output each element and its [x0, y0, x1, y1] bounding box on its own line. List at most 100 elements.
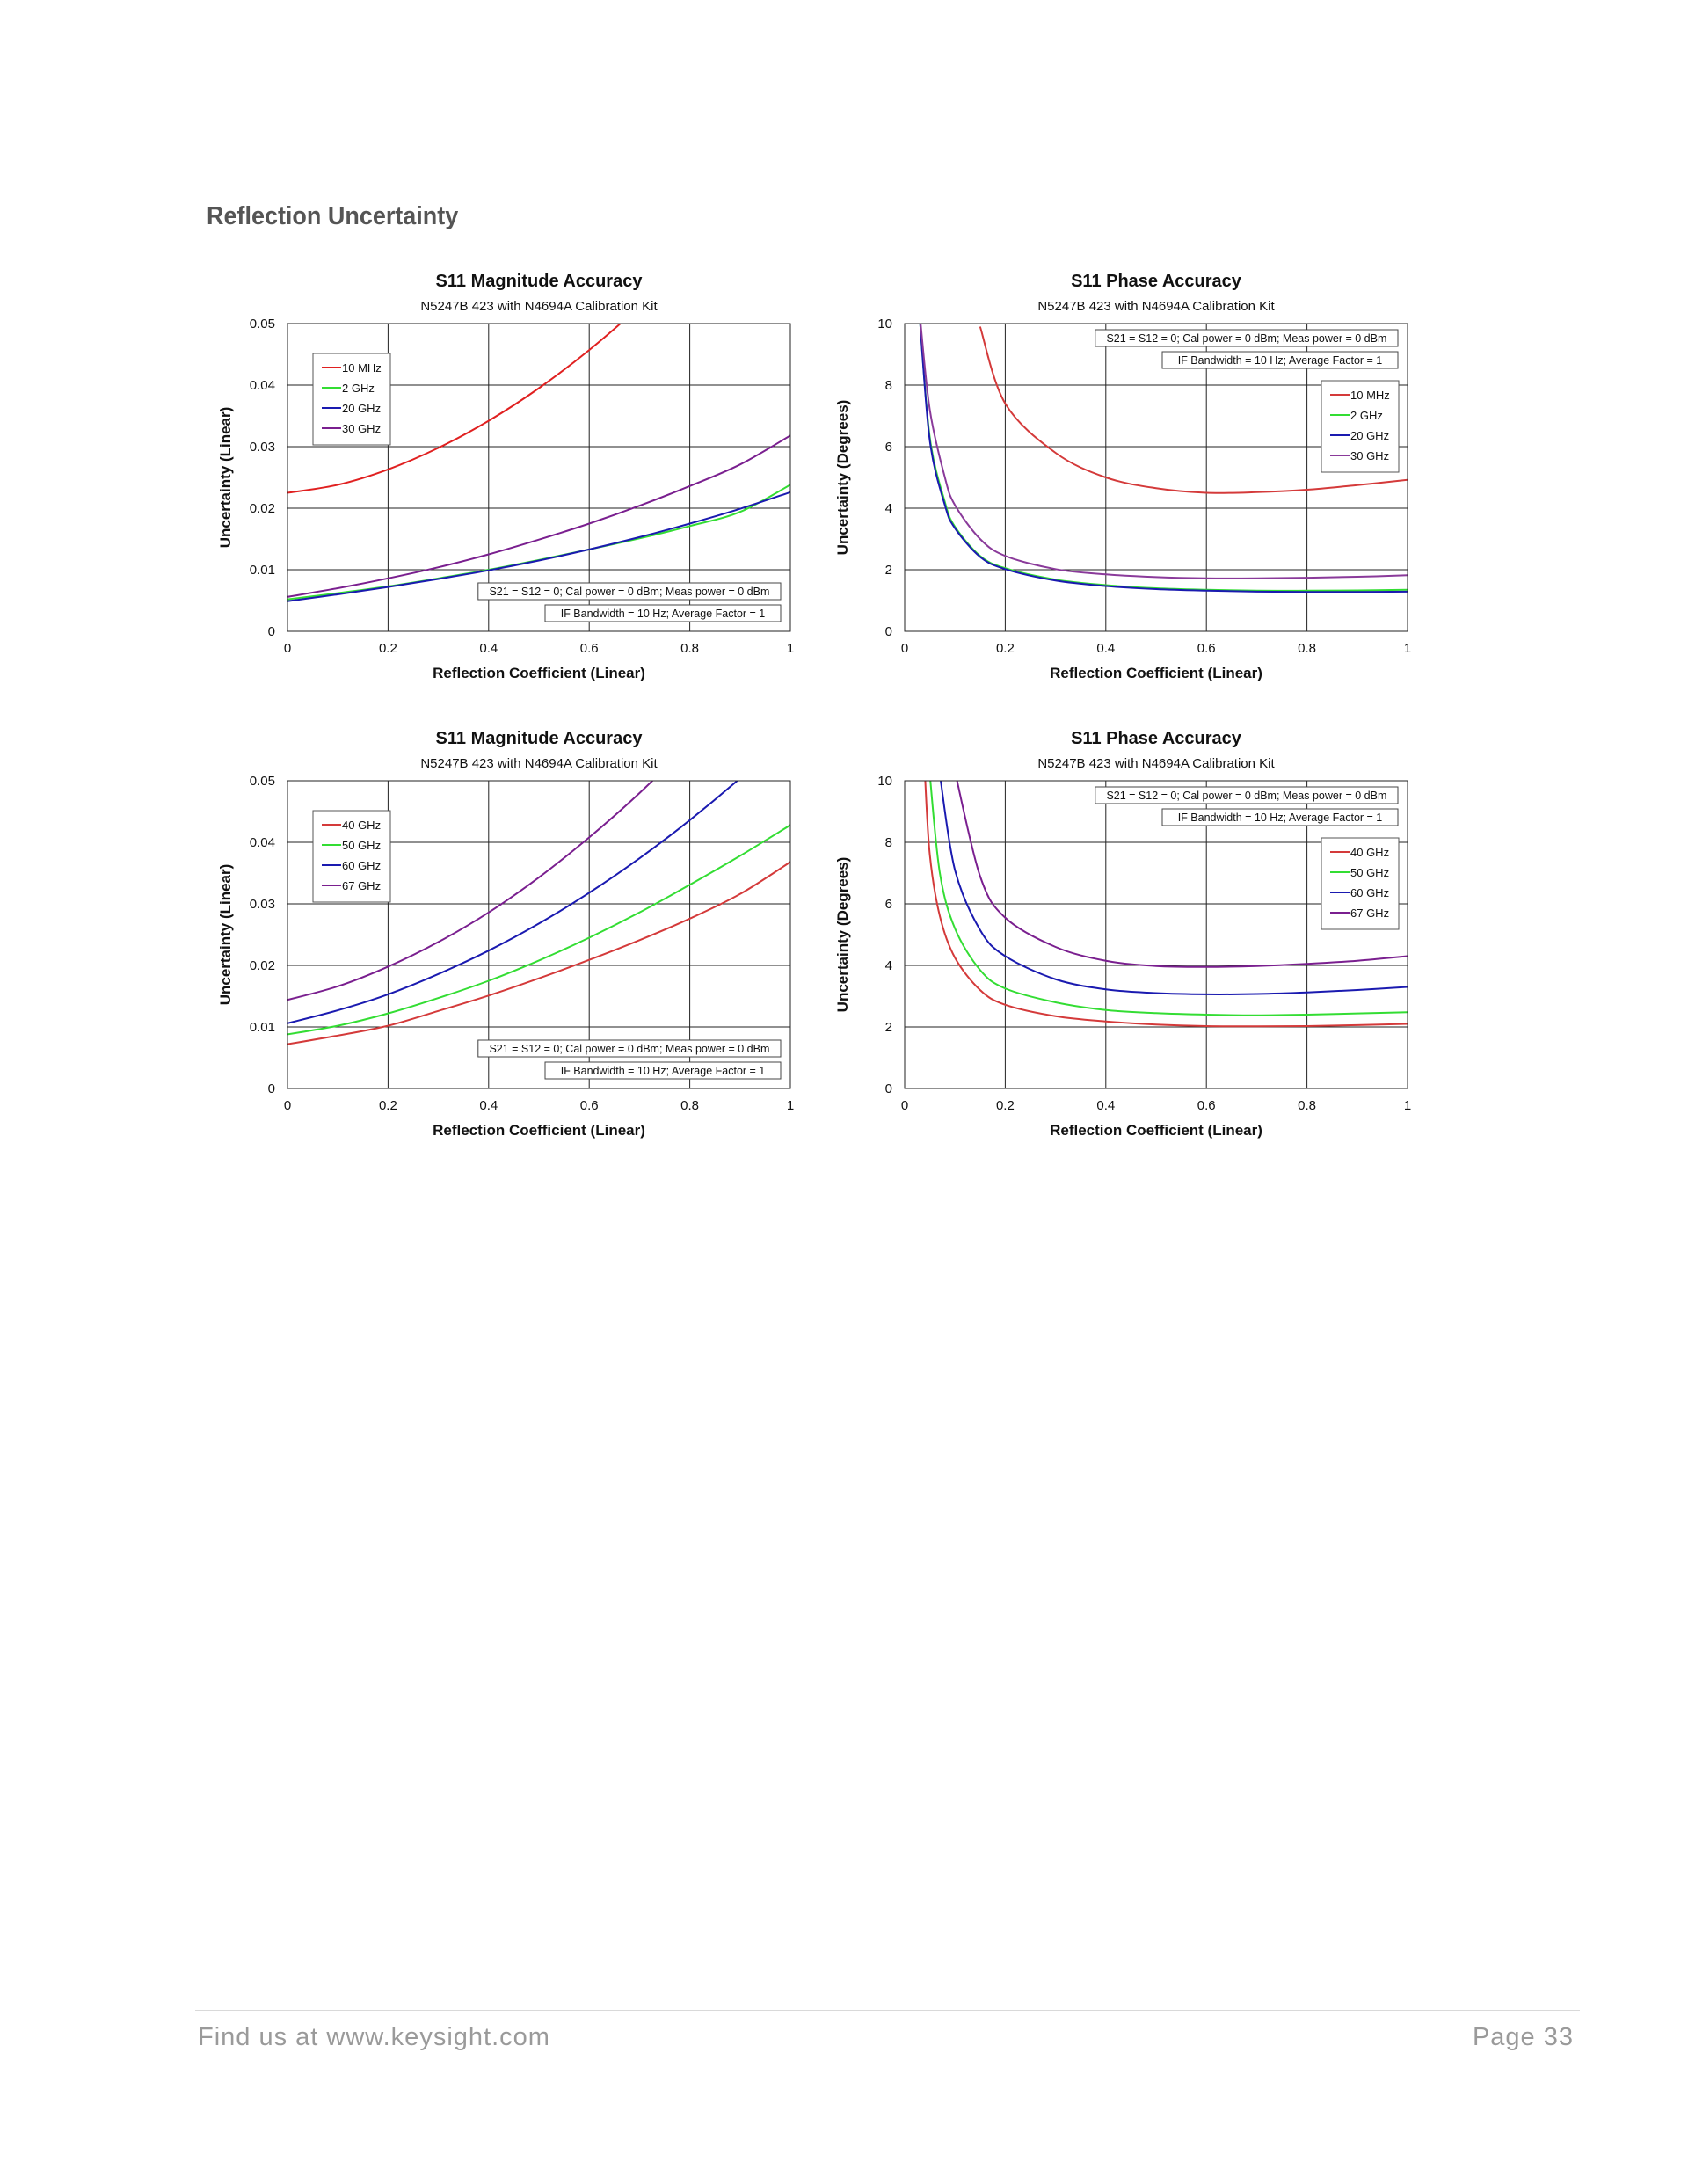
series-line-20-ghz	[919, 324, 1408, 593]
chart-subtitle: N5247B 423 with N4694A Calibration Kit	[1037, 756, 1275, 771]
series-line-30-ghz	[920, 324, 1408, 579]
note-box	[544, 604, 782, 622]
chart-subtitle: N5247B 423 with N4694A Calibration Kit	[420, 756, 658, 771]
note-text: S21 = S12 = 0; Cal power = 0 dBm; Meas p…	[1106, 790, 1386, 802]
y-tick-label: 0.05	[250, 317, 275, 331]
x-axis-label: Reflection Coefficient (Linear)	[1050, 665, 1262, 681]
legend-label: 30 GHz	[342, 422, 381, 435]
section-title: Reflection Uncertainty	[207, 202, 459, 230]
note-box	[1095, 329, 1399, 347]
plot-area	[904, 323, 1408, 632]
note-text: S21 = S12 = 0; Cal power = 0 dBm; Meas p…	[489, 1043, 769, 1055]
x-tick-label: 0.4	[1096, 1098, 1115, 1113]
legend-label: 20 GHz	[1350, 429, 1389, 442]
legend: 40 GHz 50 GHz 60 GHz 67 GHz	[312, 810, 391, 903]
x-tick-label: 1	[1404, 1098, 1411, 1113]
footer-divider	[195, 2010, 1580, 2011]
y-tick-label: 0.02	[250, 501, 275, 516]
footer-website: Find us at www.keysight.com	[198, 2023, 550, 2051]
x-tick-label: 0.8	[680, 1098, 699, 1113]
series-line-30-ghz	[287, 434, 790, 598]
y-tick-label: 0.05	[250, 774, 275, 789]
legend-label: 60 GHz	[342, 859, 381, 872]
y-tick-label: 0	[885, 1081, 892, 1096]
x-tick-label: 0	[901, 1098, 908, 1113]
plot-border	[904, 323, 1408, 632]
x-tick-label: 1	[787, 641, 794, 656]
legend-box	[312, 353, 391, 446]
note-box	[1095, 786, 1399, 804]
y-tick-label: 0.01	[250, 563, 275, 578]
series-group	[287, 781, 790, 1045]
note-box	[1161, 808, 1399, 826]
x-tick-label: 0.2	[379, 641, 397, 656]
note-box	[477, 1039, 782, 1058]
legend-box	[312, 810, 391, 903]
series-line-50-ghz	[287, 824, 790, 1036]
chart-subtitle: N5247B 423 with N4694A Calibration Kit	[1037, 299, 1275, 314]
chart-title: S11 Magnitude Accuracy	[436, 272, 644, 291]
note-box	[1161, 351, 1399, 369]
legend-label: 2 GHz	[1350, 409, 1383, 422]
x-axis-label: Reflection Coefficient (Linear)	[1050, 1122, 1262, 1139]
legend-box	[1321, 837, 1400, 930]
x-tick-label: 0	[284, 641, 291, 656]
legend-label: 10 MHz	[1350, 389, 1390, 402]
legend-label: 60 GHz	[1350, 886, 1389, 899]
y-tick-label: 0	[268, 624, 275, 639]
y-tick-label: 6	[885, 897, 892, 912]
x-tick-label: 0.4	[1096, 641, 1115, 656]
series-line-20-ghz	[287, 491, 790, 602]
series-line-67-ghz	[287, 781, 654, 1001]
legend-label: 30 GHz	[1350, 449, 1389, 462]
y-tick-label: 4	[885, 958, 892, 973]
series-line-10-mhz	[287, 324, 622, 494]
y-tick-label: 0	[268, 1081, 275, 1096]
chart-title: S11 Phase Accuracy	[1071, 729, 1242, 748]
x-tick-label: 0.8	[1298, 1098, 1316, 1113]
legend-label: 40 GHz	[1350, 846, 1389, 859]
note-text: S21 = S12 = 0; Cal power = 0 dBm; Meas p…	[489, 586, 769, 598]
y-tick-label: 2	[885, 1020, 892, 1035]
legend: 10 MHz 2 GHz 20 GHz 30 GHz	[1321, 380, 1400, 473]
condition-notes: S21 = S12 = 0; Cal power = 0 dBm; Meas p…	[1095, 329, 1399, 369]
legend-label: 2 GHz	[342, 382, 375, 395]
x-axis-label: Reflection Coefficient (Linear)	[433, 1122, 645, 1139]
note-text: S21 = S12 = 0; Cal power = 0 dBm; Meas p…	[1106, 332, 1386, 345]
plot-border	[287, 780, 791, 1089]
note-text: IF Bandwidth = 10 Hz; Average Factor = 1	[561, 1065, 766, 1077]
chart-svg: S11 Phase Accuracy N5247B 423 with N4694A…	[834, 272, 1411, 681]
x-tick-label: 0.6	[1197, 1098, 1216, 1113]
series-line-40-ghz	[924, 781, 1408, 1028]
series-line-40-ghz	[287, 861, 790, 1045]
x-tick-label: 0.2	[379, 1098, 397, 1113]
chart-s11-phase-2: S11 Phase Accuracy N5247B 423 with N4694A…	[821, 717, 1586, 1175]
y-tick-label: 10	[877, 317, 892, 331]
y-tick-label: 0.03	[250, 897, 275, 912]
chart-s11-magnitude-1: S11 Magnitude Accuracy N5247B 423 with N4…	[204, 260, 969, 717]
legend: 40 GHz 50 GHz 60 GHz 67 GHz	[1321, 837, 1400, 930]
note-text: IF Bandwidth = 10 Hz; Average Factor = 1	[1178, 812, 1383, 824]
x-tick-label: 0.8	[1298, 641, 1316, 656]
legend: 10 MHz 2 GHz 20 GHz 30 GHz	[312, 353, 391, 446]
condition-notes: S21 = S12 = 0; Cal power = 0 dBm; Meas p…	[1095, 786, 1399, 826]
y-axis-label: Uncertainty (Linear)	[217, 407, 234, 549]
x-tick-label: 0.6	[580, 641, 599, 656]
y-tick-label: 2	[885, 563, 892, 578]
y-tick-label: 10	[877, 774, 892, 789]
note-box	[477, 582, 782, 601]
y-tick-label: 0.04	[250, 378, 275, 393]
note-text: IF Bandwidth = 10 Hz; Average Factor = 1	[1178, 354, 1383, 367]
plot-border	[904, 780, 1408, 1089]
chart-subtitle: N5247B 423 with N4694A Calibration Kit	[420, 299, 658, 314]
y-tick-label: 0.01	[250, 1020, 275, 1035]
series-line-67-ghz	[956, 781, 1408, 968]
chart-title: S11 Magnitude Accuracy	[436, 729, 644, 748]
x-tick-label: 0.2	[996, 641, 1015, 656]
y-tick-label: 0	[885, 624, 892, 639]
chart-svg: S11 Phase Accuracy N5247B 423 with N4694A…	[834, 729, 1411, 1139]
condition-notes: S21 = S12 = 0; Cal power = 0 dBm; Meas p…	[477, 582, 782, 622]
x-tick-label: 1	[787, 1098, 794, 1113]
y-tick-label: 8	[885, 378, 892, 393]
y-tick-label: 0.04	[250, 835, 275, 850]
